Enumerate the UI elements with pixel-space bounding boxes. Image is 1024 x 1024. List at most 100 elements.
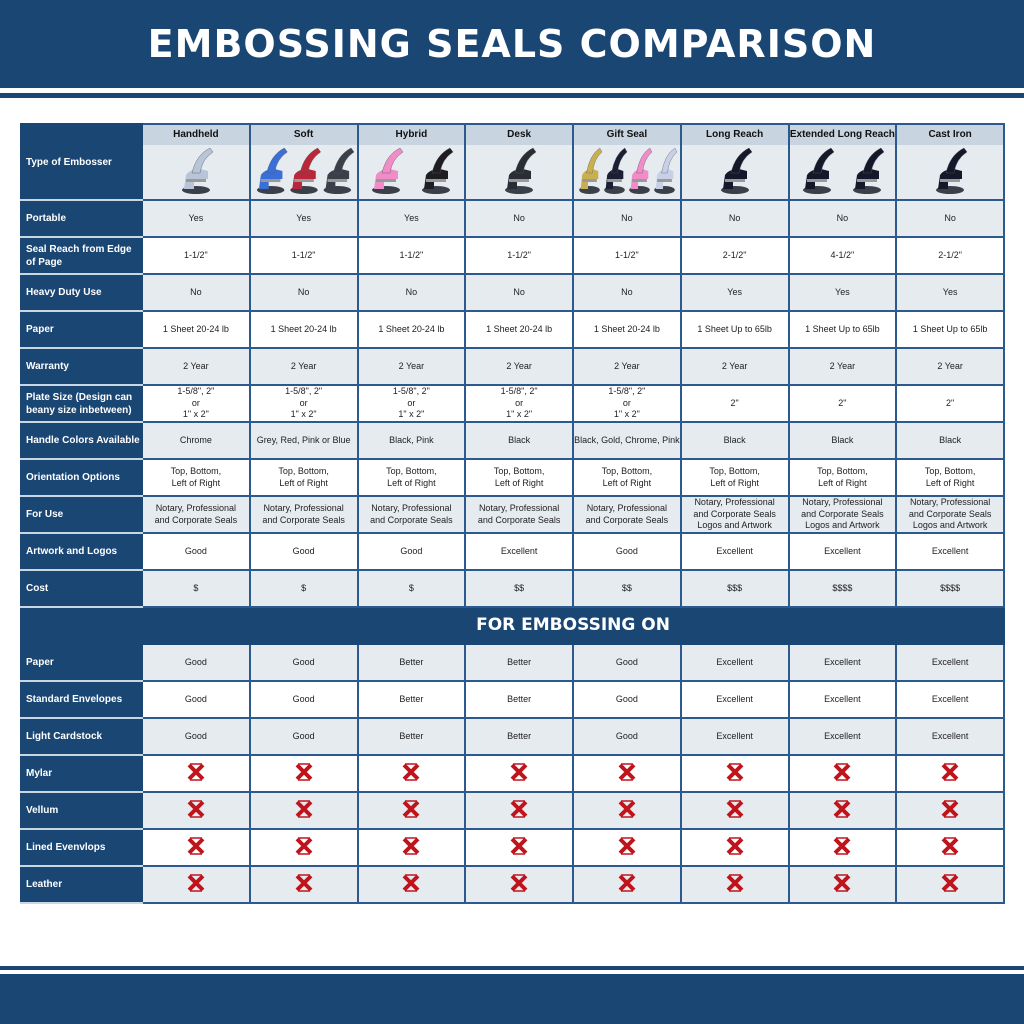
cell-text: and Corporate Seals [477,514,561,525]
x-icon [295,837,313,857]
cell: Top, Bottom, Left of Right [572,458,682,497]
cell-text: Good [292,545,315,556]
column-header: Extended Long Reach [787,123,898,145]
cell-text: Yes [727,286,742,297]
cell-text: $ [408,582,414,593]
cell [787,791,898,830]
cell-text: Excellent [716,656,753,667]
cell-text: Excellent [931,693,969,704]
cell: Excellent [787,717,898,756]
cell-text: Top, Bottom, [493,466,545,476]
cell: Excellent [787,643,898,682]
table-row: Artwork and Logos Good Good Good Excellent Go… [20,532,1005,571]
cell: 2 Year [464,347,574,386]
cell-text: Good [615,656,638,667]
cell-text: Grey, Red, Pink or Blue [256,434,351,445]
handheld-embosser-chrome-icon [141,145,251,201]
footer-banner [0,974,1024,1024]
cell: 2 Year [141,347,251,386]
cell: Notary, Professional and Corporate Seals [248,495,359,534]
cell-text: $$ [621,582,632,593]
cell: Good [248,680,359,719]
cell: Good [356,532,467,571]
cell: Notary, Professional and Corporate Seals L… [895,495,1005,534]
cell: Better [356,717,467,756]
cell: Excellent [679,643,790,682]
cell-text: 2 Year [721,360,748,371]
cell: Top, Bottom, Left of Right [895,458,1005,497]
cell: No [572,273,682,312]
cell-text: Black [508,434,531,445]
cell-text: Left of Right [279,477,328,488]
cell: 1 Sheet 20-24 lb [141,310,251,349]
x-icon [833,874,851,894]
cell: 2-1/2" [895,236,1005,275]
row-label: Lined Evenvlops [20,828,143,867]
cell-text: Good [184,545,207,556]
cell: $ [356,569,467,608]
cell-text: Good [400,545,423,556]
cell: Black [464,421,574,460]
cell-text: Top, Bottom, [278,466,329,476]
cell-text: Notary, Professional [586,503,668,513]
cell [679,791,790,830]
table-row: Vellum [20,791,1005,830]
cell-text: Notary, Professional [478,503,560,513]
cell-text: Better [399,693,424,704]
page-title: EMBOSSING SEALS COMPARISON [147,22,877,66]
cell: Excellent [679,680,790,719]
cell-text: 1 Sheet 20-24 lb [593,323,660,334]
cell-text: Top, Bottom, [817,466,868,476]
cell: No [895,199,1005,238]
cell [787,828,898,867]
cell-text: Black, Pink [389,434,434,445]
x-icon [295,763,313,783]
cell: Top, Bottom, Left of Right [141,458,251,497]
cell-text: 1" x 2" [290,409,317,420]
cell-text: No [513,212,525,223]
cell-text: Yes [404,212,419,223]
row-label: Heavy Duty Use [20,273,143,312]
column-header: Cast Iron [895,123,1005,145]
cell: 2 Year [572,347,682,386]
cell-text: 1-5/8", 2" [500,386,538,397]
cell-text: 1-5/8", 2" [608,386,646,397]
cell: 1-1/2" [572,236,682,275]
x-icon [295,800,313,820]
table-row: For Use Notary, Professional and Corporate… [20,495,1005,534]
cell-text: Black [723,434,746,445]
cell: Excellent [679,717,790,756]
cell: Yes [141,199,251,238]
x-icon [941,837,959,857]
cell-text: 1 Sheet Up to 65lb [697,323,772,334]
cell [679,754,790,793]
x-icon [402,874,420,894]
cell-text: and Corporate Seals [262,514,345,525]
x-icon [941,800,959,820]
cell-text: Left of Right [171,477,221,488]
cell-text: Left of Right [710,477,759,488]
desk-embosser-icon [464,145,574,201]
cell-text: No [297,286,310,297]
table-row: Cost $ $ $ $$ $$ $$$ $$$$ $$$$ [20,569,1005,608]
cell: Chrome [141,421,251,460]
cell-text: 1" x 2" [506,409,533,420]
cell: Good [572,680,682,719]
cell: Notary, Professional and Corporate Seals L… [787,495,898,534]
x-icon [295,874,313,894]
cell-text: 4-1/2" [830,249,855,260]
column-header-row: Type of Embosser Handheld Soft Hybrid Desk Gi… [20,123,1005,201]
cell: 1 Sheet 20-24 lb [248,310,359,349]
x-icon [833,763,851,783]
row-label: Type of Embosser [20,123,143,201]
row-label: Paper [20,310,143,349]
table-row: Standard Envelopes Good Good Better Better Go… [20,680,1005,719]
cell-text: Logos and Artwork [805,520,880,531]
cell-text: or [299,397,308,408]
cell-text: No [728,212,741,223]
cell-text: 2" [946,397,955,408]
cell [464,828,574,867]
row-label: Warranty [20,347,143,386]
cell: Excellent [464,532,574,571]
cell-text: Good [292,693,315,704]
